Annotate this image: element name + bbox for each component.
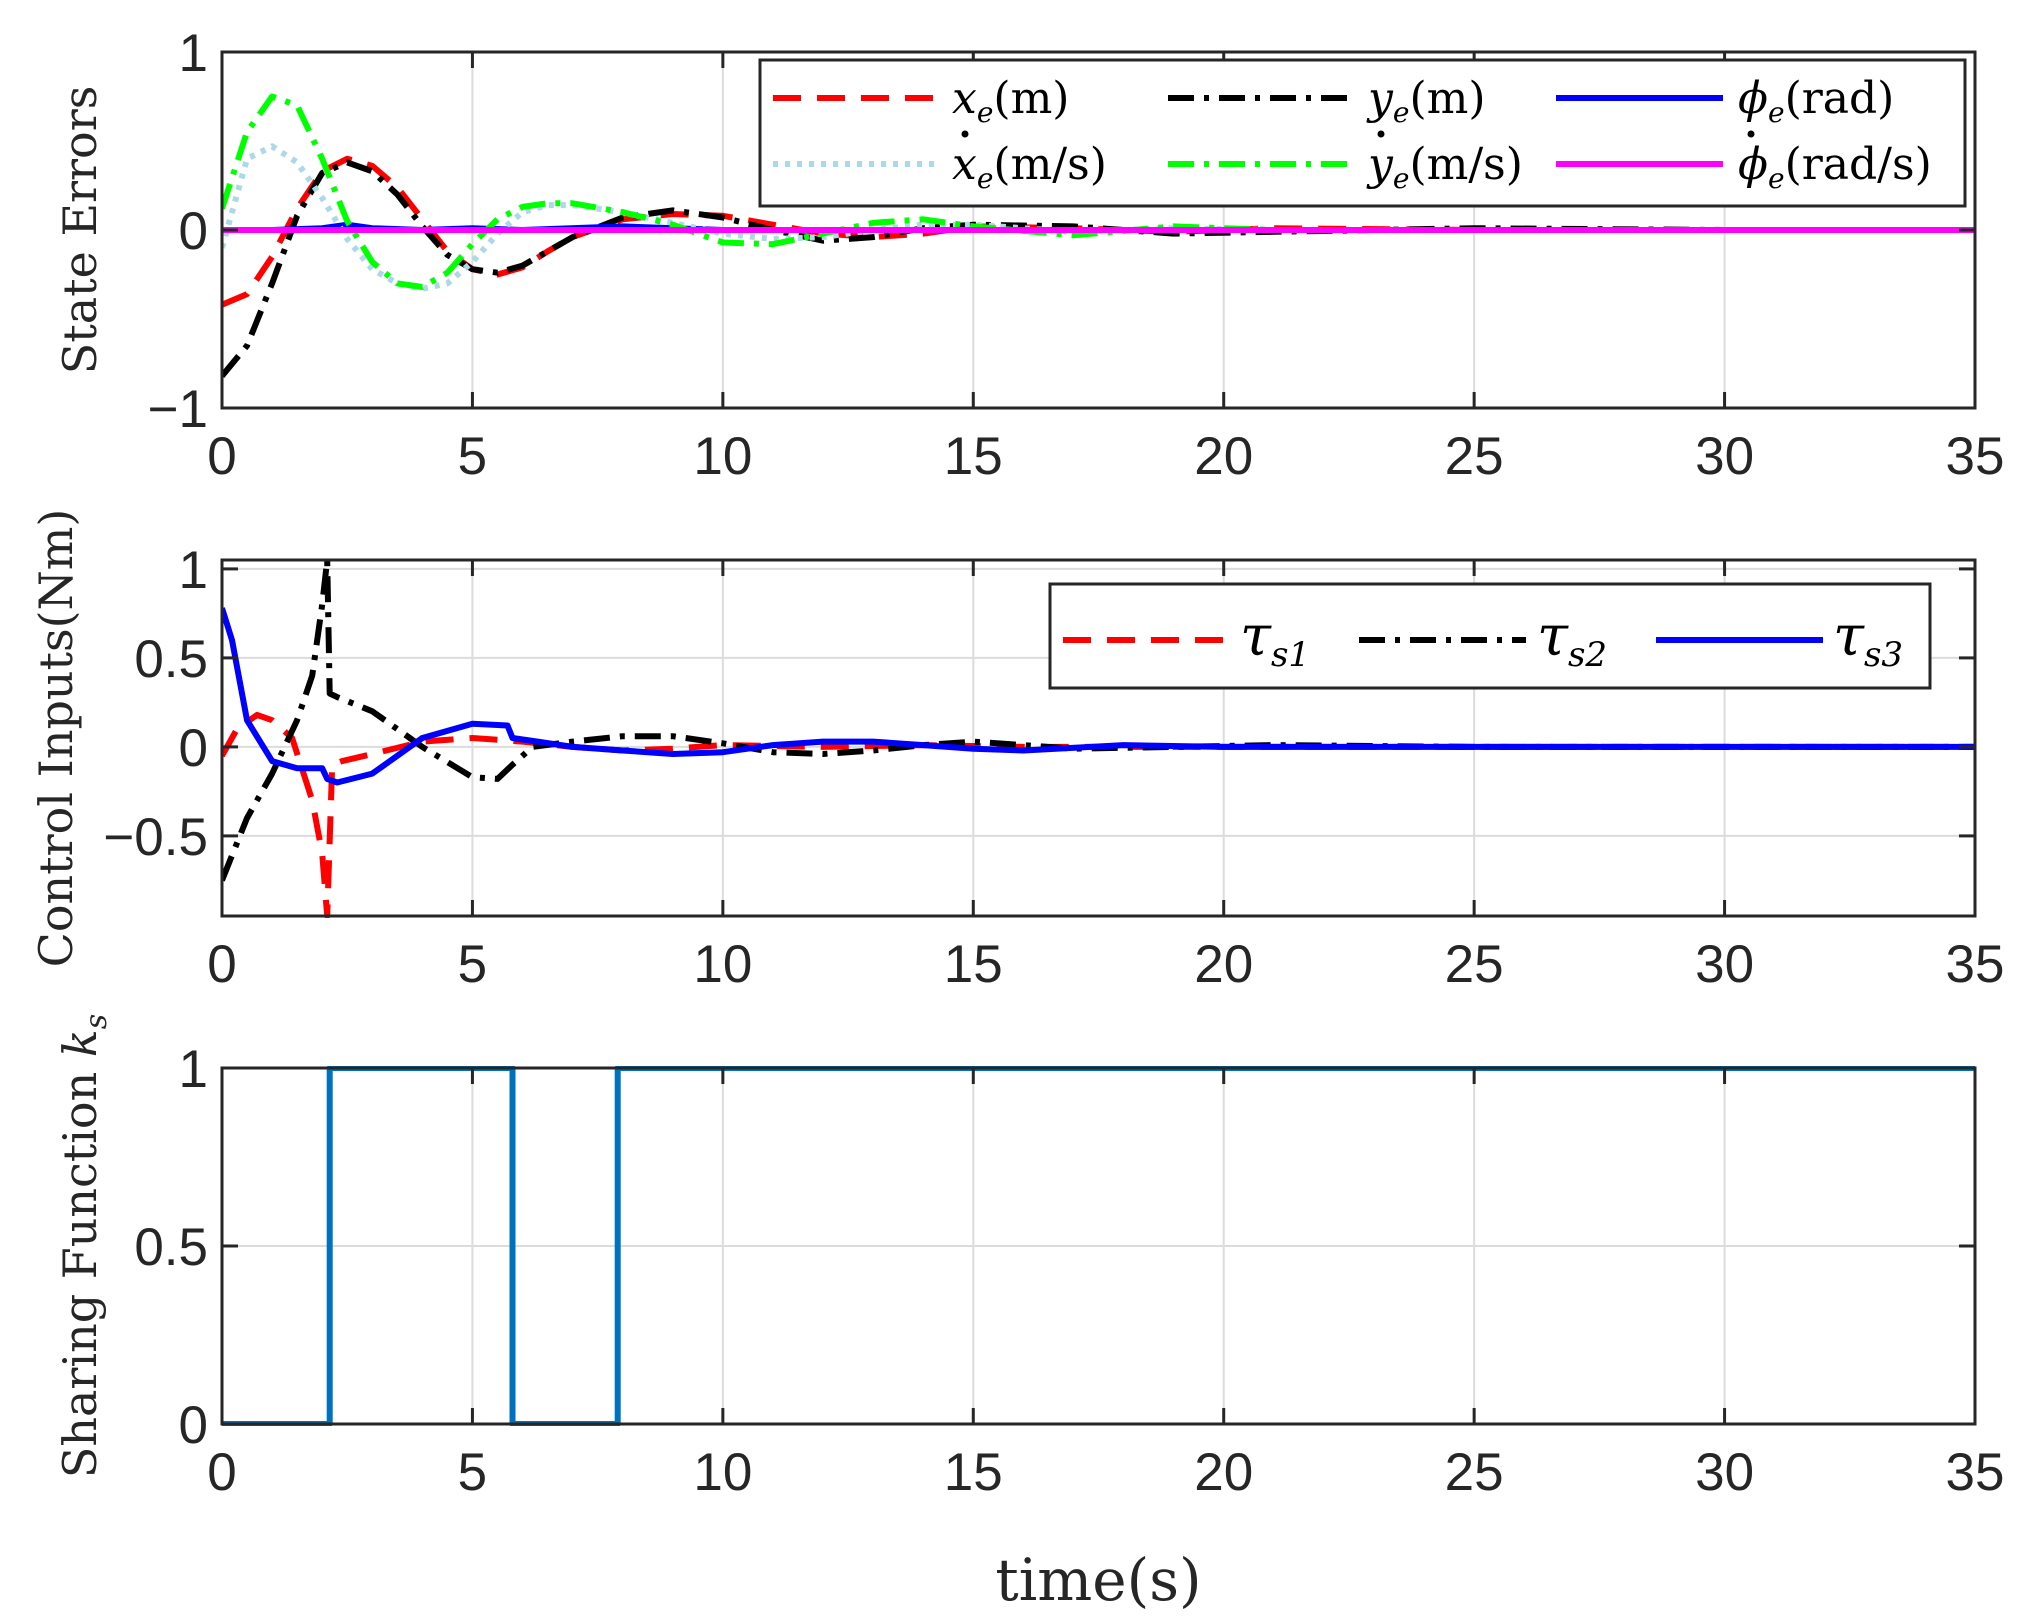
x-tick-label: 5	[458, 935, 487, 994]
x-tick-label: 10	[693, 935, 752, 994]
legend-label: xe(m)	[952, 73, 1069, 129]
x-tick-label: 0	[207, 1443, 236, 1502]
x-tick-label: 20	[1194, 1443, 1253, 1502]
y-tick-label: 0	[179, 202, 208, 261]
axes-frame	[220, 558, 1977, 918]
y-tick-label: −0.5	[103, 808, 208, 867]
x-tick-label: 25	[1445, 427, 1504, 486]
legend-label: τs2	[1537, 604, 1607, 675]
series-line	[222, 93, 1975, 290]
legend-dot-mark	[1747, 130, 1755, 138]
y-tick-label: 0	[179, 1396, 208, 1455]
x-tick-label: 0	[207, 935, 236, 994]
y-axis-label: Control Inputs(Nm)	[29, 509, 83, 968]
x-tick-label: 20	[1194, 935, 1253, 994]
x-tick-label: 5	[458, 427, 487, 486]
y-axis-label: State Errors	[53, 86, 107, 375]
y-tick-label: 0	[179, 719, 208, 778]
y-tick-label: −1	[148, 380, 208, 439]
x-tick-label: 10	[693, 1443, 752, 1502]
x-tick-label: 30	[1695, 427, 1754, 486]
series-line	[222, 607, 1975, 786]
legend-label: xe(m/s)	[952, 139, 1107, 195]
y-tick-label: 0.5	[134, 630, 208, 689]
y-axis-label: Sharing Function ks	[53, 1014, 114, 1478]
series-line	[222, 711, 1975, 918]
legend-label: ye(m/s)	[1366, 139, 1523, 195]
x-tick-label: 30	[1695, 1443, 1754, 1502]
legend-dot-mark	[1377, 130, 1385, 138]
x-tick-label: 30	[1695, 935, 1754, 994]
legend-label: ye(m)	[1366, 73, 1486, 129]
legend-label: ϕe(rad/s)	[1738, 139, 1932, 195]
legend-dot-mark	[961, 130, 969, 138]
x-tick-label: 15	[944, 427, 1003, 486]
y-tick-label: 0.5	[134, 1218, 208, 1277]
x-tick-label: 35	[1946, 427, 2005, 486]
x-tick-label: 35	[1946, 935, 2005, 994]
x-tick-label: 35	[1946, 1443, 2005, 1502]
legend: xe(m) ye(m) ϕe(rad) xe(m/s) ye(m/s) ϕe(rad/s)	[758, 58, 1967, 208]
y-tick-label: 1	[179, 24, 208, 83]
legend: τs1 τs2 τs3	[1048, 582, 1932, 690]
x-tick-label: 15	[944, 935, 1003, 994]
x-tick-label: 25	[1445, 935, 1504, 994]
legend-label: τs1	[1240, 604, 1310, 675]
x-tick-label: 25	[1445, 1443, 1504, 1502]
legend-label: ϕe(rad)	[1738, 73, 1894, 129]
y-tick-label: 1	[179, 541, 208, 600]
series-line	[222, 558, 1975, 882]
x-tick-label: 5	[458, 1443, 487, 1502]
x-tick-label: 15	[944, 1443, 1003, 1502]
series-line	[222, 1066, 1975, 1426]
x-tick-label: 0	[207, 427, 236, 486]
x-axis-label: time(s)	[995, 1546, 1201, 1614]
x-tick-label: 10	[693, 427, 752, 486]
x-tick-label: 20	[1194, 427, 1253, 486]
sharing-function-panel: 0 5 10 15 20 25 30 35 0 0.5 1 Sharing Function ks ti…	[53, 1014, 2004, 1614]
control-inputs-panel: 0 5 10 15 20 25 30 35 −0.5 0 0.5 1 Control Inputs(Nm…	[29, 509, 2004, 994]
y-tick-label: 1	[179, 1040, 208, 1099]
legend-label: τs3	[1833, 604, 1903, 675]
